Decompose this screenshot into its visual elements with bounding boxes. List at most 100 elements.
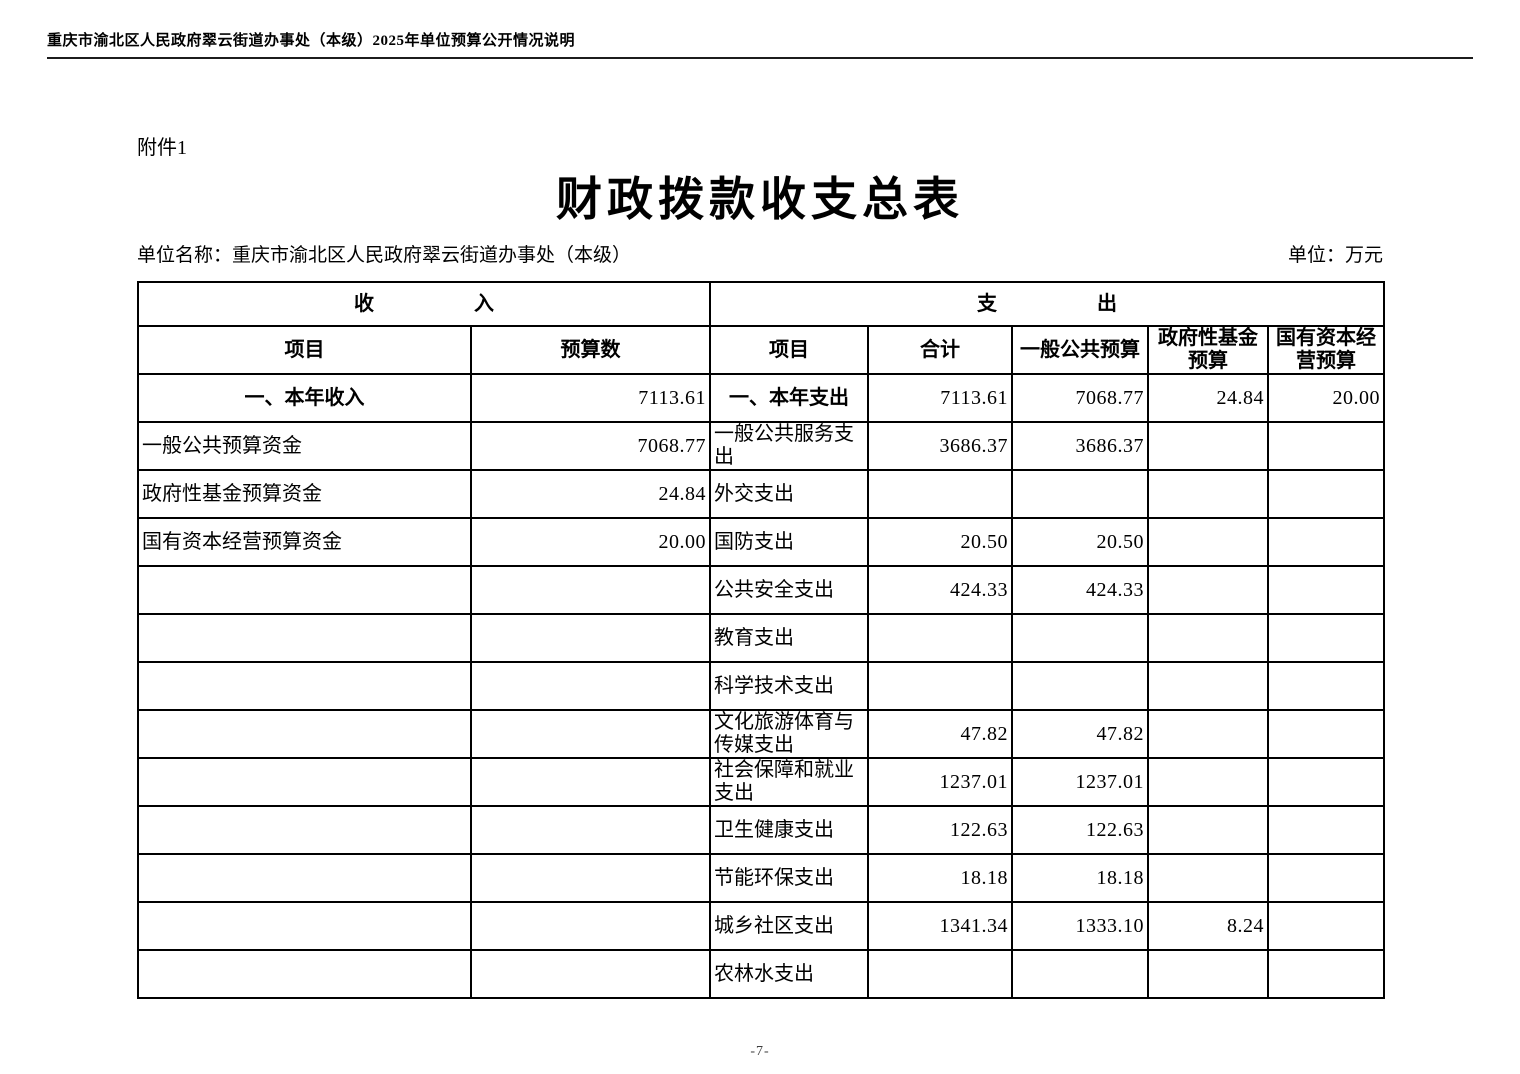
income-item-cell: 一、本年收入 [137,373,472,423]
income-item-header: 项目 [137,325,472,375]
exp-general-public-header: 一般公共预算 [1011,325,1149,375]
unit-info-row: 单位名称：重庆市渝北区人民政府翠云街道办事处（本级） 单位：万元 [137,240,1383,267]
document-header-text: 重庆市渝北区人民政府翠云街道办事处（本级）2025年单位预算公开情况说明 [47,33,576,49]
exp-general-public-cell: 18.18 [1011,853,1149,903]
income-value-cell: 7113.61 [470,373,711,423]
exp-general-public-cell: 20.50 [1011,517,1149,567]
exp-general-public-cell [1011,661,1149,711]
exp-gov-fund-cell [1147,421,1269,471]
exp-general-public-cell: 3686.37 [1011,421,1149,471]
exp-state-capital-header: 国有资本经营预算 [1266,325,1386,375]
exp-item-cell: 教育支出 [709,613,869,663]
exp-gov-fund-cell: 8.24 [1147,901,1269,951]
exp-state-capital-cell [1266,565,1386,615]
income-item-cell [137,565,472,615]
income-value-cell [470,661,711,711]
exp-item-cell: 城乡社区支出 [709,901,869,951]
income-item-cell [137,853,472,903]
income-item-cell [137,661,472,711]
exp-total-cell: 122.63 [867,805,1013,855]
exp-state-capital-cell [1266,661,1386,711]
income-item-cell [137,709,472,759]
exp-total-cell: 18.18 [867,853,1013,903]
exp-total-cell: 1341.34 [867,901,1013,951]
exp-item-cell: 一、本年支出 [709,373,869,423]
income-value-cell [470,757,711,807]
exp-general-public-cell: 7068.77 [1011,373,1149,423]
exp-item-cell: 卫生健康支出 [709,805,869,855]
exp-state-capital-cell [1266,949,1386,999]
exp-gov-fund-cell: 24.84 [1147,373,1269,423]
exp-item-cell: 一般公共服务支出 [709,421,869,471]
table-row: 公共安全支出 424.33 424.33 [137,565,1386,615]
income-section-header: 收 入 [137,281,711,327]
table-body: 一、本年收入 7113.61 一、本年支出 7113.61 7068.77 24.84 20… [137,373,1386,999]
section-header-row: 收 入 支 出 [137,281,1386,327]
exp-total-cell: 47.82 [867,709,1013,759]
exp-general-public-cell: 1333.10 [1011,901,1149,951]
income-value-cell [470,853,711,903]
income-value-cell: 7068.77 [470,421,711,471]
exp-gov-fund-header: 政府性基金预算 [1147,325,1269,375]
exp-state-capital-cell [1266,805,1386,855]
exp-gov-fund-cell [1147,517,1269,567]
exp-total-cell [867,661,1013,711]
exp-total-cell [867,469,1013,519]
table-row: 政府性基金预算资金 24.84 外交支出 [137,469,1386,519]
exp-state-capital-cell: 20.00 [1266,373,1386,423]
exp-item-cell: 国防支出 [709,517,869,567]
exp-state-capital-cell [1266,517,1386,567]
exp-state-capital-cell [1266,709,1386,759]
exp-general-public-cell: 424.33 [1011,565,1149,615]
expenditure-section-header: 支 出 [708,281,1386,327]
exp-general-public-cell: 122.63 [1011,805,1149,855]
exp-state-capital-cell [1266,421,1386,471]
exp-gov-fund-cell [1147,469,1269,519]
exp-item-cell: 外交支出 [709,469,869,519]
exp-general-public-cell [1011,469,1149,519]
exp-item-cell: 文化旅游体育与传媒支出 [709,709,869,759]
exp-total-cell [867,613,1013,663]
table-row: 城乡社区支出 1341.34 1333.10 8.24 [137,901,1386,951]
income-value-cell: 24.84 [470,469,711,519]
income-item-cell [137,805,472,855]
page-title: 财政拨款收支总表 [556,174,964,225]
exp-total-cell: 3686.37 [867,421,1013,471]
column-header-row: 项目 预算数 项目 合计 一般公共预算 政府性基金预算 国有资本经营预算 [137,325,1386,375]
income-value-cell [470,901,711,951]
income-item-cell: 政府性基金预算资金 [137,469,472,519]
income-item-cell [137,949,472,999]
income-value-cell: 20.00 [470,517,711,567]
exp-item-cell: 公共安全支出 [709,565,869,615]
budget-table: 收 入 支 出 项目 预算数 项目 合计 一般公共预算 政府性基金预算 国有资本… [137,281,1386,999]
table-row: 科学技术支出 [137,661,1386,711]
table-row: 教育支出 [137,613,1386,663]
exp-total-cell [867,949,1013,999]
income-item-cell: 国有资本经营预算资金 [137,517,472,567]
exp-total-cell: 20.50 [867,517,1013,567]
exp-general-public-cell [1011,949,1149,999]
income-value-cell [470,805,711,855]
exp-state-capital-cell [1266,469,1386,519]
table-row: 一、本年收入 7113.61 一、本年支出 7113.61 7068.77 24.84 20… [137,373,1386,423]
income-value-cell [470,613,711,663]
income-budget-header: 预算数 [470,325,711,375]
income-item-cell [137,613,472,663]
exp-general-public-cell [1011,613,1149,663]
exp-gov-fund-cell [1147,853,1269,903]
exp-item-cell: 节能环保支出 [709,853,869,903]
exp-state-capital-cell [1266,853,1386,903]
income-value-cell [470,949,711,999]
income-item-cell [137,757,472,807]
exp-item-cell: 科学技术支出 [709,661,869,711]
exp-state-capital-cell [1266,613,1386,663]
table-row: 节能环保支出 18.18 18.18 [137,853,1386,903]
exp-item-cell: 社会保障和就业支出 [709,757,869,807]
table-row: 社会保障和就业支出 1237.01 1237.01 [137,757,1386,807]
exp-gov-fund-cell [1147,709,1269,759]
exp-item-header: 项目 [709,325,869,375]
table-row: 农林水支出 [137,949,1386,999]
exp-gov-fund-cell [1147,661,1269,711]
exp-gov-fund-cell [1147,565,1269,615]
income-item-cell [137,901,472,951]
